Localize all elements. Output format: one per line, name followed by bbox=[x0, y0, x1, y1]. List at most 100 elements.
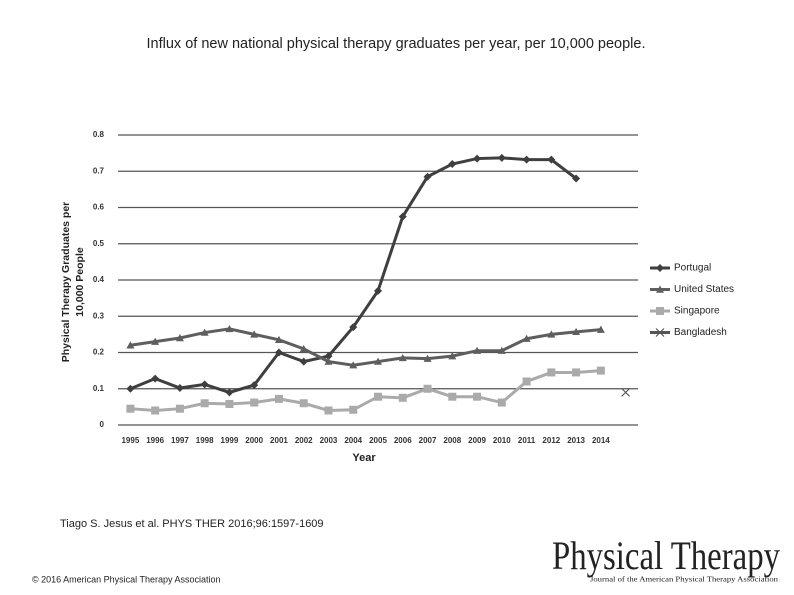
series-line bbox=[129, 156, 578, 394]
marker bbox=[349, 323, 358, 332]
logo-title: Physical Therapy bbox=[552, 533, 780, 578]
legend-label: Singapore bbox=[674, 306, 720, 317]
marker bbox=[473, 154, 482, 163]
x-tick-label: 1999 bbox=[221, 436, 239, 445]
marker bbox=[596, 366, 605, 375]
marker bbox=[374, 392, 382, 401]
slide-title: Influx of new national physical therapy … bbox=[147, 36, 646, 52]
logo-subtitle: Journal of the American Physical Therapy… bbox=[590, 575, 778, 584]
marker bbox=[274, 335, 283, 344]
marker bbox=[448, 352, 457, 360]
marker bbox=[299, 357, 308, 366]
marker bbox=[250, 398, 259, 407]
marker bbox=[200, 380, 209, 389]
marker bbox=[547, 368, 556, 377]
marker bbox=[656, 264, 664, 272]
x-tick-label: 2011 bbox=[518, 436, 536, 445]
marker bbox=[621, 387, 631, 397]
marker bbox=[374, 286, 382, 295]
marker bbox=[423, 384, 432, 393]
x-tick-label: 2012 bbox=[542, 436, 560, 445]
y-tick-label: 0.5 bbox=[93, 239, 105, 248]
marker bbox=[349, 405, 358, 414]
marker bbox=[175, 384, 184, 393]
marker bbox=[299, 344, 308, 353]
marker bbox=[126, 384, 135, 393]
x-tick-label: 2000 bbox=[245, 436, 263, 445]
marker bbox=[473, 346, 482, 354]
y-axis-label: Physical Therapy Graduates per 10,000 Pe… bbox=[60, 202, 86, 362]
legend-label: Bangladesh bbox=[674, 327, 727, 338]
marker bbox=[250, 381, 259, 390]
marker bbox=[274, 348, 283, 357]
x-tick-label: 2014 bbox=[592, 436, 610, 445]
marker bbox=[522, 155, 531, 164]
marker bbox=[151, 374, 160, 383]
y-tick-label: 0.2 bbox=[93, 348, 105, 357]
marker bbox=[324, 357, 333, 365]
x-tick-label: 2006 bbox=[394, 436, 412, 445]
marker bbox=[398, 212, 407, 221]
x-tick-label: 2001 bbox=[270, 436, 288, 445]
x-tick-label: 1996 bbox=[146, 436, 164, 445]
marker bbox=[274, 394, 283, 403]
marker bbox=[522, 334, 531, 342]
marker bbox=[299, 399, 308, 408]
x-tick-label: 2005 bbox=[369, 436, 387, 445]
citation: Tiago S. Jesus et al. PHYS THER 2016;96:… bbox=[60, 518, 324, 530]
y-tick-label: 0 bbox=[100, 420, 105, 429]
marker bbox=[572, 174, 581, 183]
marker bbox=[655, 328, 665, 337]
plot: 0 0.1 0.2 0.3 0.4 0.5 0.6 0.7 0.8 1995 1996 1997 199… bbox=[93, 130, 734, 445]
marker bbox=[656, 285, 664, 293]
marker bbox=[374, 357, 382, 365]
marker bbox=[151, 337, 160, 345]
x-tick-label: 2013 bbox=[567, 436, 585, 445]
marker bbox=[572, 368, 581, 377]
marker bbox=[547, 155, 556, 164]
marker bbox=[324, 352, 333, 361]
marker bbox=[126, 341, 135, 349]
x-tick-label: 1995 bbox=[121, 436, 139, 445]
marker bbox=[250, 330, 259, 338]
y-axis-label-line: Physical Therapy Graduates per bbox=[60, 202, 72, 362]
y-tick-label: 0.8 bbox=[93, 130, 105, 139]
marker bbox=[200, 328, 209, 336]
marker bbox=[656, 307, 664, 315]
x-tick-label: 2008 bbox=[443, 436, 461, 445]
x-tick-label: 2009 bbox=[468, 436, 486, 445]
marker bbox=[596, 325, 605, 333]
marker bbox=[448, 160, 457, 168]
marker bbox=[349, 361, 358, 369]
y-tick-label: 0.3 bbox=[93, 311, 105, 320]
copyright: © 2016 American Physical Therapy Associa… bbox=[32, 574, 221, 584]
x-tick-label: 2002 bbox=[295, 436, 313, 445]
marker bbox=[497, 346, 506, 354]
x-tick-label: 2007 bbox=[419, 436, 437, 445]
x-axis-label: Year bbox=[352, 452, 376, 464]
marker bbox=[126, 404, 135, 413]
y-tick-label: 0.7 bbox=[93, 166, 105, 175]
marker bbox=[547, 330, 556, 338]
marker bbox=[572, 327, 581, 336]
x-tick-label: 1997 bbox=[171, 436, 189, 445]
marker bbox=[200, 399, 209, 408]
legend-label: Portugal bbox=[674, 263, 711, 274]
marker bbox=[225, 399, 234, 408]
marker bbox=[423, 172, 432, 181]
marker bbox=[175, 334, 184, 342]
marker bbox=[175, 404, 184, 413]
marker bbox=[448, 392, 457, 401]
marker bbox=[497, 398, 506, 407]
x-tick-label: 2010 bbox=[493, 436, 511, 445]
marker bbox=[473, 392, 482, 401]
x-tick-label: 2003 bbox=[320, 436, 338, 445]
marker bbox=[225, 388, 234, 397]
legend-label: United States bbox=[674, 284, 734, 295]
marker bbox=[423, 354, 432, 362]
y-tick-label: 0.4 bbox=[93, 275, 105, 284]
marker bbox=[522, 377, 531, 386]
series-line bbox=[130, 369, 601, 413]
marker bbox=[398, 353, 407, 362]
